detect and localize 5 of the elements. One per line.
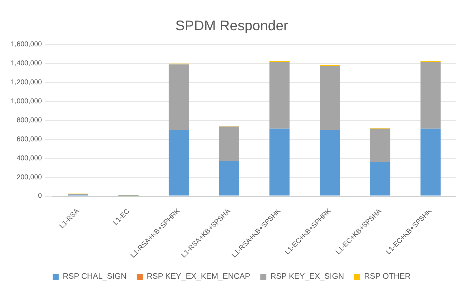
legend-label: RSP CHAL_SIGN bbox=[62, 272, 128, 282]
legend-label: RSP OTHER bbox=[364, 272, 412, 282]
legend-label: RSP KEY_EX_KEM_ENCAP bbox=[146, 272, 250, 282]
legend-label: RSP KEY_EX_SIGN bbox=[270, 272, 344, 282]
chart-title: SPDM Responder bbox=[176, 17, 289, 34]
